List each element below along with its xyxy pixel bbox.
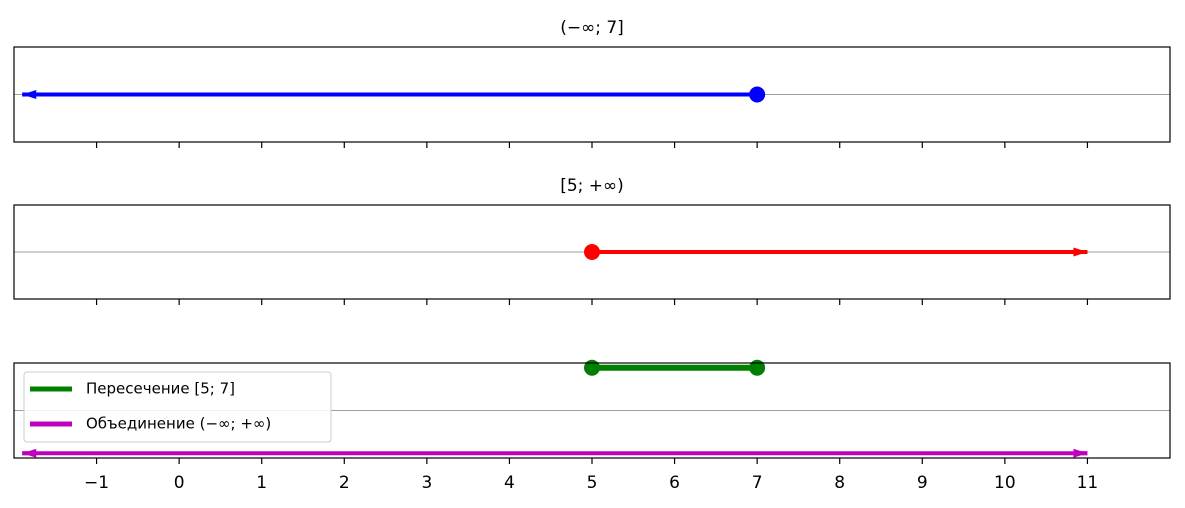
endpoint-dot	[584, 244, 600, 260]
endpoint-dot	[584, 359, 600, 376]
plot-dots	[749, 86, 766, 103]
plot-area	[14, 90, 1170, 99]
endpoint-dot	[749, 359, 766, 376]
x-tick-label: 3	[421, 473, 432, 493]
panel-title: (−∞; 7]	[560, 18, 624, 38]
x-tick-label: 9	[917, 473, 928, 493]
x-tick-label: 6	[669, 473, 680, 493]
x-tick-label: 7	[752, 473, 763, 493]
x-tick-label: 5	[587, 473, 598, 493]
legend-label: Объединение (−∞; +∞)	[86, 415, 271, 433]
legend-label: Пересечение [5; 7]	[86, 380, 235, 398]
plot-dots	[584, 359, 766, 376]
x-tick-label: 11	[1077, 473, 1099, 493]
panel-title: [5; +∞)	[560, 176, 624, 196]
x-tick-label: 2	[339, 473, 350, 493]
x-tick-label: 8	[834, 473, 845, 493]
legend-box	[23, 371, 332, 443]
x-tick-label: 4	[504, 473, 515, 493]
plot-dots	[584, 244, 600, 260]
x-tick-label: 10	[994, 473, 1016, 493]
x-tick-label: 1	[256, 473, 267, 493]
x-tick-label: −1	[84, 473, 109, 493]
x-tick-label: 0	[174, 473, 185, 493]
endpoint-dot	[749, 86, 766, 103]
